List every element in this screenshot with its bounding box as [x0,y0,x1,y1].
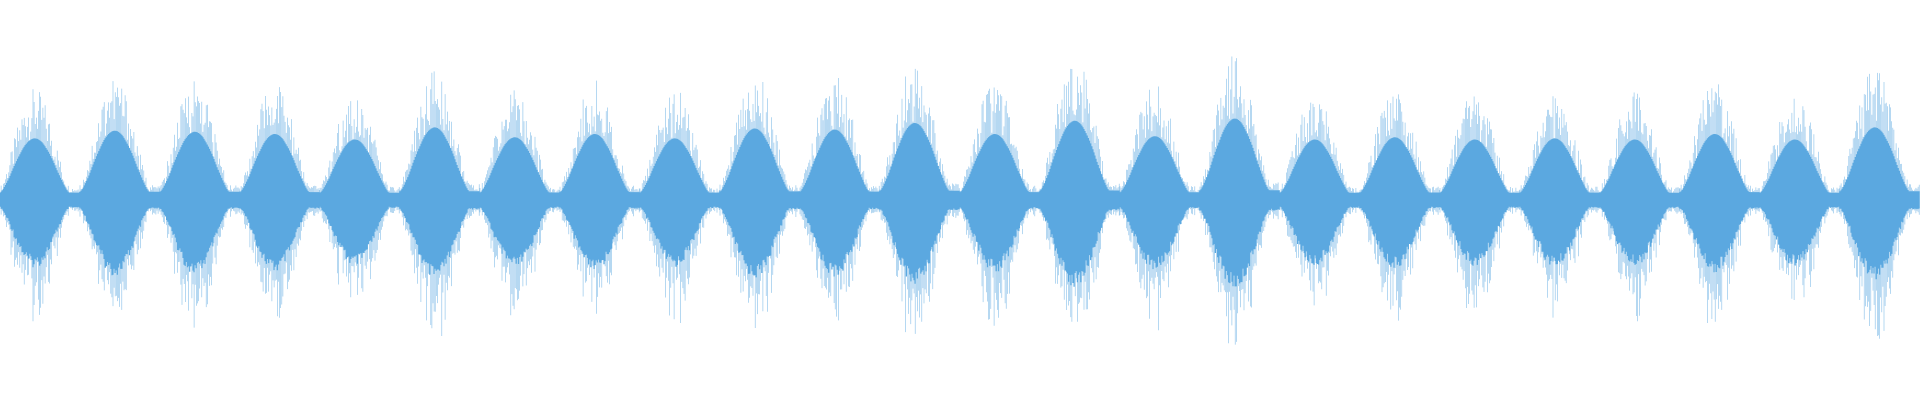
wave-pulse [1599,139,1680,265]
wave-pulse [399,127,480,275]
wave-pulse [159,131,240,273]
wave-pulse [1839,127,1920,280]
wave-pulse [319,139,400,264]
wave-pulse [479,137,560,264]
wave-pulse [559,134,640,269]
wave-pulse [959,134,1040,272]
wave-pulse [1359,137,1440,268]
wave-pulse [1519,138,1600,265]
wave-pulse [1759,139,1840,266]
wave-pulse [0,138,80,268]
wave-pulse [639,138,720,267]
wave-pulse [799,129,880,277]
wave-pulse [1199,118,1280,287]
wave-pulse [79,130,160,276]
wave-pulse [879,123,960,284]
wave-pulse [239,134,320,271]
wave-pulse [1039,120,1120,287]
wave-pulse [719,128,800,278]
wave-pulse [1679,134,1760,273]
wave-pulse [1119,136,1200,270]
wave-pulse [1279,139,1360,265]
wave-pulse [1439,139,1520,266]
